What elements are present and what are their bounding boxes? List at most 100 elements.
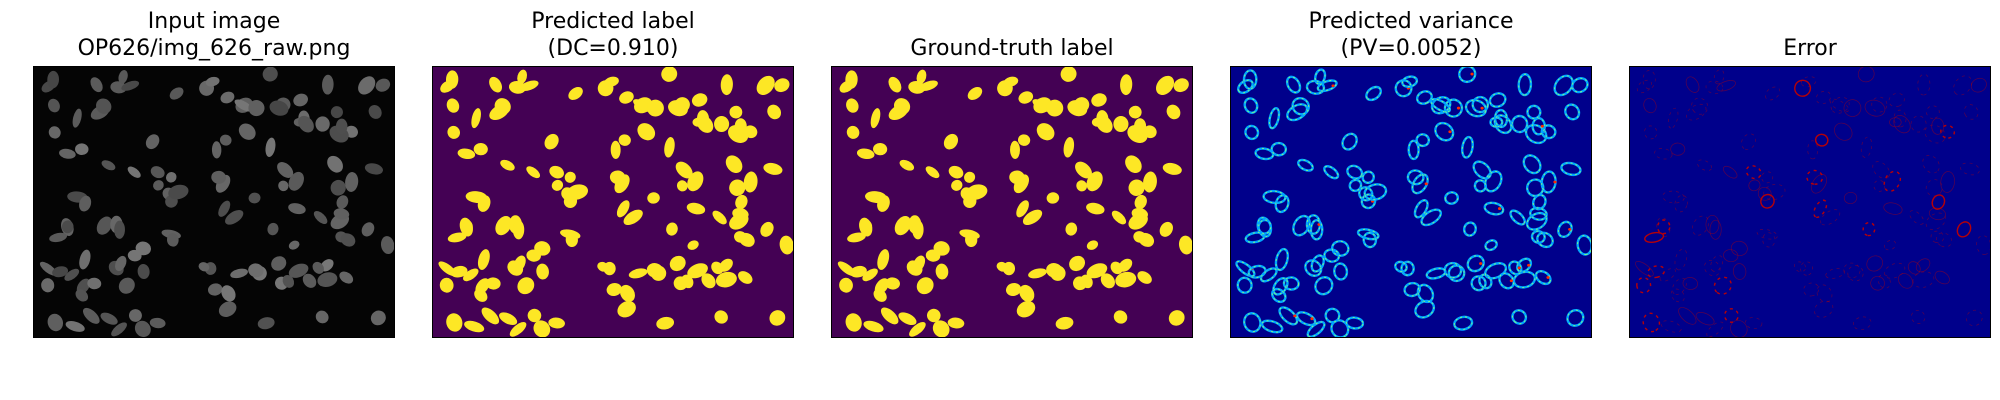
segmented-nucleus xyxy=(512,220,525,240)
uncertainty-ring-core xyxy=(1345,317,1364,329)
segmented-nucleus xyxy=(1046,263,1063,278)
segmented-nucleus xyxy=(675,161,693,179)
nucleus xyxy=(128,309,142,322)
uncertainty-ring-core xyxy=(1458,67,1476,83)
segmented-nucleus xyxy=(1067,100,1088,117)
segmented-nucleus xyxy=(619,91,634,104)
nucleus xyxy=(313,210,328,225)
segmented-nucleus xyxy=(756,75,775,96)
nucleus xyxy=(166,233,179,247)
error-image xyxy=(1629,66,1991,338)
error-boundary xyxy=(1940,171,1955,193)
segmented-nucleus xyxy=(669,255,686,272)
segmented-nucleus xyxy=(668,100,688,117)
segmented-nucleus xyxy=(916,69,927,84)
high-uncertainty-spot xyxy=(1540,124,1544,128)
error-boundary xyxy=(1883,262,1906,279)
uncertainty-ring-core xyxy=(1471,275,1486,291)
segmented-nucleus xyxy=(489,76,503,93)
nucleus xyxy=(135,241,151,256)
segmented-nucleus xyxy=(714,310,728,324)
uncertainty-ring-core xyxy=(1244,125,1259,140)
nucleus xyxy=(375,78,391,92)
panel-title: Ground-truth label xyxy=(801,6,1223,62)
uncertainty-ring-core xyxy=(1361,194,1376,209)
segmented-nucleus xyxy=(646,99,664,117)
segmented-nucleus xyxy=(549,165,564,179)
error-boundary xyxy=(1898,273,1913,289)
nucleus xyxy=(83,307,100,324)
segmented-nucleus xyxy=(846,125,860,139)
segmented-nucleus xyxy=(888,76,902,93)
uncertainty-ring-core xyxy=(1296,311,1316,326)
uncertainty-ring-core xyxy=(1257,217,1272,237)
uncertainty-ring-core xyxy=(1407,170,1424,185)
error-boundary xyxy=(1723,249,1739,263)
segmented-nucleus xyxy=(725,155,743,174)
nucleus xyxy=(248,100,265,117)
nucleus xyxy=(238,123,256,140)
nucleus xyxy=(218,200,231,217)
error-boundary xyxy=(1682,277,1698,290)
uncertainty-ring-core xyxy=(1307,321,1325,337)
segmented-nucleus xyxy=(499,312,518,326)
nucleus xyxy=(149,317,166,329)
uncertainty-ring-core xyxy=(1401,261,1415,276)
segmented-nucleus xyxy=(445,70,459,89)
error-boundary xyxy=(1644,125,1658,140)
segmented-nucleus xyxy=(534,241,551,256)
high-uncertainty-spot xyxy=(1509,279,1513,283)
uncertainty-ring-core xyxy=(1237,79,1254,94)
panel-title: Predicted label (DC=0.910) xyxy=(402,6,824,62)
uncertainty-ring-core xyxy=(1244,97,1258,114)
error-boundary xyxy=(1672,277,1687,295)
segmented-nucleus xyxy=(597,261,609,272)
error-boundary xyxy=(1814,300,1834,318)
segmented-nucleus xyxy=(877,195,890,212)
uncertainty-ring-core xyxy=(1571,77,1588,93)
segmented-nucleus xyxy=(463,268,479,282)
input-image xyxy=(33,66,395,338)
segmented-nucleus xyxy=(1128,179,1145,196)
error-boundary xyxy=(1889,117,1902,128)
error-boundary xyxy=(1705,80,1724,95)
nucleus xyxy=(118,69,128,84)
segmented-nucleus xyxy=(564,171,576,183)
segmented-nucleus xyxy=(863,320,884,333)
nucleus xyxy=(219,134,232,146)
uncertainty-ring-core xyxy=(1567,309,1584,327)
nucleus xyxy=(257,317,275,330)
segmented-nucleus xyxy=(943,133,959,150)
nucleus xyxy=(218,301,237,317)
error-boundary xyxy=(1976,235,1990,255)
segmented-nucleus xyxy=(877,249,890,270)
segmented-nucleus xyxy=(1134,118,1147,135)
segmented-nucleus xyxy=(1138,232,1155,247)
segmented-nucleus xyxy=(711,261,724,275)
segmented-nucleus xyxy=(1046,192,1060,204)
segmented-nucleus xyxy=(696,115,714,133)
uncertainty-ring-core xyxy=(1484,262,1507,279)
error-boundary xyxy=(1930,230,1945,244)
segmented-nucleus xyxy=(898,312,917,326)
error-boundary xyxy=(1794,79,1812,97)
segmented-nucleus xyxy=(845,70,858,89)
segmented-nucleus xyxy=(616,200,630,218)
error-background xyxy=(1630,67,1990,337)
nucleus xyxy=(288,203,306,215)
uncertainty-ring-core xyxy=(1426,267,1446,279)
nucleus xyxy=(48,126,61,139)
segmented-nucleus xyxy=(485,277,501,290)
uncertainty-ring-core xyxy=(1346,165,1363,179)
nucleus xyxy=(248,192,261,204)
segmented-nucleus xyxy=(846,98,859,113)
nucleus xyxy=(207,283,223,296)
segmented-nucleus xyxy=(1086,240,1099,250)
nucleus xyxy=(198,262,210,272)
segmented-nucleus xyxy=(457,148,476,160)
high-uncertainty-spot xyxy=(1424,182,1428,186)
error-boundary xyxy=(1636,277,1652,294)
segmented-nucleus xyxy=(880,307,899,325)
segmented-nucleus xyxy=(533,320,551,337)
segmented-nucleus xyxy=(935,263,949,280)
